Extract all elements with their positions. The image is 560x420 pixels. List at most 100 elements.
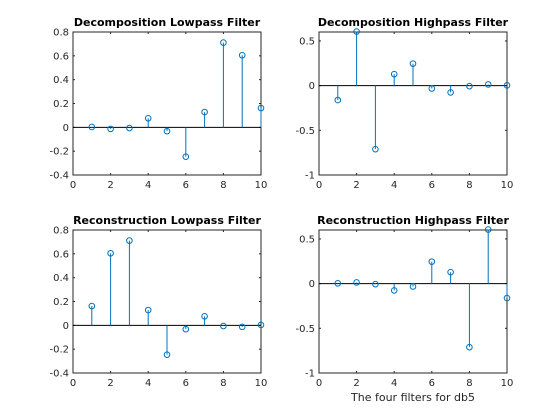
subplot-title: Reconstruction Highpass Filter <box>317 214 509 227</box>
stem-marker <box>428 85 436 92</box>
y-tick-label: -0.5 <box>295 324 315 335</box>
y-tick-label: 0.2 <box>53 99 69 110</box>
x-tick-label: 4 <box>391 378 397 389</box>
y-tick-label: 0.8 <box>53 226 69 237</box>
x-axis-label: The four filters for db5 <box>350 391 475 404</box>
stem-marker <box>144 114 152 122</box>
x-tick-label: 10 <box>501 378 514 389</box>
stem-series <box>319 28 511 153</box>
axes-box <box>72 31 262 176</box>
x-tick-label: 8 <box>220 180 226 191</box>
stem-marker <box>182 325 190 333</box>
x-tick-label: 8 <box>466 180 472 191</box>
stem-marker <box>126 124 133 132</box>
stem-marker <box>484 81 492 88</box>
x-tick-label: 8 <box>220 378 226 389</box>
subplot-reconstruction-highpass: Reconstruction Highpass Filter -1 -0.5 0 0.… <box>295 214 513 404</box>
stem-marker <box>390 70 398 78</box>
stem-marker <box>353 279 360 286</box>
axes-box <box>318 229 508 374</box>
x-tick-label: 2 <box>107 378 113 389</box>
y-tick-label: 0.4 <box>53 75 69 86</box>
stem-marker <box>334 280 342 287</box>
y-tick-label: 0.6 <box>53 51 69 62</box>
stem-marker <box>201 312 208 320</box>
y-tick-label: 0.5 <box>299 36 315 47</box>
stem-marker <box>503 294 511 302</box>
stem-marker <box>466 82 473 90</box>
stem-marker <box>144 306 152 314</box>
x-axis-ticks: 0 2 4 6 8 10 <box>70 230 268 389</box>
x-tick-label: 6 <box>183 180 189 191</box>
x-tick-label: 10 <box>255 378 268 389</box>
stem-marker <box>409 283 417 290</box>
y-tick-label: 0 <box>309 279 315 290</box>
x-tick-label: 6 <box>429 378 435 389</box>
stem-marker <box>257 321 265 329</box>
y-tick-label: -1 <box>305 171 315 182</box>
stem-marker <box>428 258 436 265</box>
x-tick-label: 4 <box>145 378 151 389</box>
stem-marker <box>107 249 114 257</box>
stem-series <box>73 237 265 358</box>
stem-marker <box>163 351 171 358</box>
x-tick-label: 0 <box>70 378 76 389</box>
x-tick-label: 2 <box>353 180 359 191</box>
stem-marker <box>372 145 379 153</box>
stem-marker <box>182 153 190 160</box>
stem-marker <box>372 280 379 288</box>
x-tick-label: 0 <box>70 180 76 191</box>
x-axis-ticks: 0 2 4 6 8 10 <box>316 230 514 389</box>
stem-marker <box>466 343 473 351</box>
x-tick-label: 2 <box>107 180 113 191</box>
y-tick-label: 0 <box>63 321 69 332</box>
stem-marker <box>220 322 227 330</box>
stem-marker <box>409 60 417 67</box>
stem-marker <box>220 39 227 46</box>
x-axis-ticks: 0 2 4 6 8 10 <box>316 32 514 191</box>
y-tick-label: -0.4 <box>49 369 69 380</box>
stem-marker <box>334 96 342 104</box>
axes-box <box>318 31 508 176</box>
stem-marker <box>447 89 454 96</box>
x-tick-label: 0 <box>316 180 322 191</box>
subplot-decomposition-lowpass: Decomposition Lowpass Filter -0.4 -0.2 0 0.… <box>49 16 267 191</box>
x-tick-label: 2 <box>353 378 359 389</box>
x-tick-label: 4 <box>145 180 151 191</box>
stem-marker <box>503 82 511 89</box>
stem-marker <box>353 28 360 35</box>
y-tick-label: -0.2 <box>49 345 69 356</box>
stem-marker <box>107 125 114 133</box>
stem-marker <box>88 123 96 131</box>
x-tick-label: 8 <box>466 378 472 389</box>
x-tick-label: 10 <box>501 180 514 191</box>
subplot-title: Decomposition Highpass Filter <box>318 16 509 29</box>
y-tick-label: -0.4 <box>49 171 69 182</box>
stem-marker <box>390 287 398 294</box>
stem-marker <box>447 268 454 276</box>
y-tick-label: 0.5 <box>299 234 315 245</box>
subplot-decomposition-highpass: Decomposition Highpass Filter -1 -0.5 0 0.5… <box>295 16 513 191</box>
subplot-title: Reconstruction Lowpass Filter <box>73 214 261 227</box>
y-tick-label: 0.6 <box>53 249 69 260</box>
x-tick-label: 0 <box>316 378 322 389</box>
stem-marker <box>257 104 265 112</box>
x-tick-label: 4 <box>391 180 397 191</box>
y-tick-label: 0 <box>309 81 315 92</box>
stem-marker <box>88 302 96 310</box>
y-tick-label: -1 <box>305 369 315 380</box>
x-axis-ticks: 0 2 4 6 8 10 <box>70 32 267 191</box>
stem-marker <box>201 108 208 116</box>
subplot-reconstruction-lowpass: Reconstruction Lowpass Filter -0.4 -0.2 0 0… <box>49 214 267 389</box>
stem-marker <box>238 51 246 59</box>
stem-series <box>73 39 265 160</box>
y-tick-label: 0.4 <box>53 273 69 284</box>
y-tick-label: 0.8 <box>53 28 69 39</box>
y-tick-label: -0.5 <box>295 126 315 137</box>
stem-series <box>319 226 511 351</box>
y-tick-label: -0.2 <box>49 147 69 158</box>
subplot-title: Decomposition Lowpass Filter <box>74 16 261 29</box>
stem-marker <box>126 237 133 244</box>
y-tick-label: 0.2 <box>53 297 69 308</box>
